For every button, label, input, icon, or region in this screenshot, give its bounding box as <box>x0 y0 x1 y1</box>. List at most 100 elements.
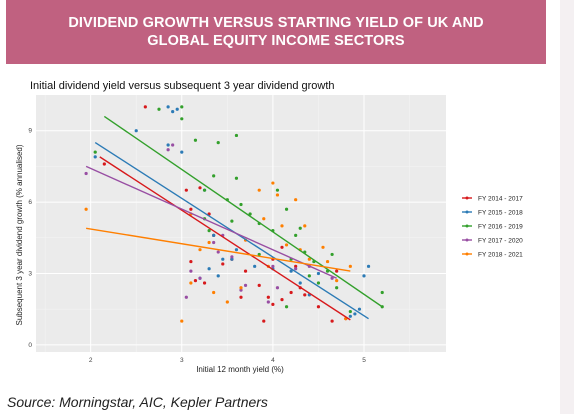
data-point <box>284 207 289 211</box>
data-point <box>289 290 293 295</box>
legend: FY 2014 - 2017 FY 2015 - 2018 FY 2016 - 20… <box>462 196 523 259</box>
data-point <box>221 257 225 261</box>
data-point <box>307 257 311 261</box>
legend-key-point <box>465 224 469 228</box>
x-tick-label: 3 <box>180 357 184 364</box>
data-point <box>93 150 97 154</box>
data-point <box>189 269 193 273</box>
data-point <box>230 219 234 223</box>
data-point <box>335 286 339 290</box>
data-point <box>216 140 220 145</box>
data-point <box>294 264 298 268</box>
data-point <box>212 174 216 178</box>
data-point <box>198 186 202 190</box>
chart-title: Initial dividend yield versus subsequent… <box>30 80 335 92</box>
data-point <box>93 155 97 159</box>
data-point <box>171 110 175 114</box>
data-point <box>189 281 193 285</box>
legend-label: FY 2014 - 2017 <box>478 196 523 203</box>
data-point <box>239 202 243 207</box>
data-point <box>207 240 211 245</box>
data-point <box>230 257 234 261</box>
y-tick-label: 6 <box>28 199 32 206</box>
data-point <box>316 281 321 285</box>
data-point <box>212 240 216 245</box>
y-axis-label: Subsequent 3 year dividend growth (% ann… <box>15 144 24 325</box>
data-point <box>239 288 243 292</box>
legend-key-point <box>465 252 469 256</box>
data-point <box>243 269 248 273</box>
data-point <box>221 262 225 266</box>
plot-background <box>36 95 446 352</box>
data-point <box>266 295 270 299</box>
source-note: Source: Morningstar, AIC, Kepler Partner… <box>7 394 268 410</box>
data-point <box>212 290 216 295</box>
data-point <box>262 217 266 221</box>
scatter-chart: 2 3 4 5 0 3 6 9 Initial 12 month yield (%) Subs… <box>15 95 523 374</box>
data-point <box>134 129 138 133</box>
data-point <box>330 276 334 280</box>
data-point <box>225 300 229 304</box>
data-point <box>271 302 275 307</box>
legend-key-point <box>465 210 469 214</box>
data-point <box>294 198 298 202</box>
data-point <box>298 281 302 285</box>
page-edge-strip <box>560 0 574 414</box>
data-point <box>275 193 280 197</box>
data-point <box>289 269 293 273</box>
x-tick-label: 4 <box>271 357 275 364</box>
data-point <box>262 319 266 323</box>
data-point <box>275 188 280 192</box>
data-point <box>325 259 330 264</box>
legend-key-point <box>465 238 469 242</box>
data-point <box>189 207 193 211</box>
data-point <box>253 264 257 268</box>
data-point <box>184 295 188 299</box>
data-point <box>321 245 325 249</box>
data-point <box>362 274 366 278</box>
data-point <box>84 171 88 176</box>
data-point <box>257 188 261 192</box>
data-point <box>198 248 202 252</box>
data-point <box>180 150 184 154</box>
banner-title: DIVIDEND GROWTH VERSUS STARTING YIELD OF… <box>68 15 484 49</box>
x-tick-label: 2 <box>89 357 93 364</box>
data-point <box>380 290 384 295</box>
data-point <box>234 133 239 138</box>
title-banner: DIVIDEND GROWTH VERSUS STARTING YIELD OF… <box>6 0 546 64</box>
y-tick-label: 9 <box>28 128 32 135</box>
data-point <box>298 226 302 230</box>
data-point <box>207 229 211 233</box>
data-point <box>257 252 261 257</box>
data-point <box>280 224 284 228</box>
data-point <box>143 105 147 109</box>
data-point <box>234 176 239 180</box>
data-point <box>266 300 270 304</box>
data-point <box>230 255 234 259</box>
legend-label: FY 2018 - 2021 <box>478 252 523 259</box>
data-point <box>202 188 207 192</box>
x-axis-label: Initial 12 month yield (%) <box>196 365 284 374</box>
data-point <box>216 250 220 254</box>
data-point <box>335 269 339 273</box>
legend-key-point <box>465 196 469 200</box>
legend-label: FY 2015 - 2018 <box>478 210 523 217</box>
y-tick-label: 0 <box>28 342 32 349</box>
data-point <box>284 243 289 247</box>
data-point <box>330 319 334 323</box>
data-point <box>212 233 216 237</box>
trend-line <box>85 227 351 272</box>
data-point <box>335 279 339 283</box>
data-point <box>84 207 88 211</box>
data-point <box>275 286 280 290</box>
x-tick-label: 5 <box>362 357 366 364</box>
data-point <box>102 162 106 166</box>
data-point <box>239 295 243 299</box>
data-point <box>307 274 311 278</box>
data-point <box>234 248 239 252</box>
data-point <box>166 105 170 109</box>
data-point <box>271 181 275 185</box>
data-point <box>303 293 307 297</box>
data-point <box>353 312 357 316</box>
data-point <box>184 188 188 192</box>
